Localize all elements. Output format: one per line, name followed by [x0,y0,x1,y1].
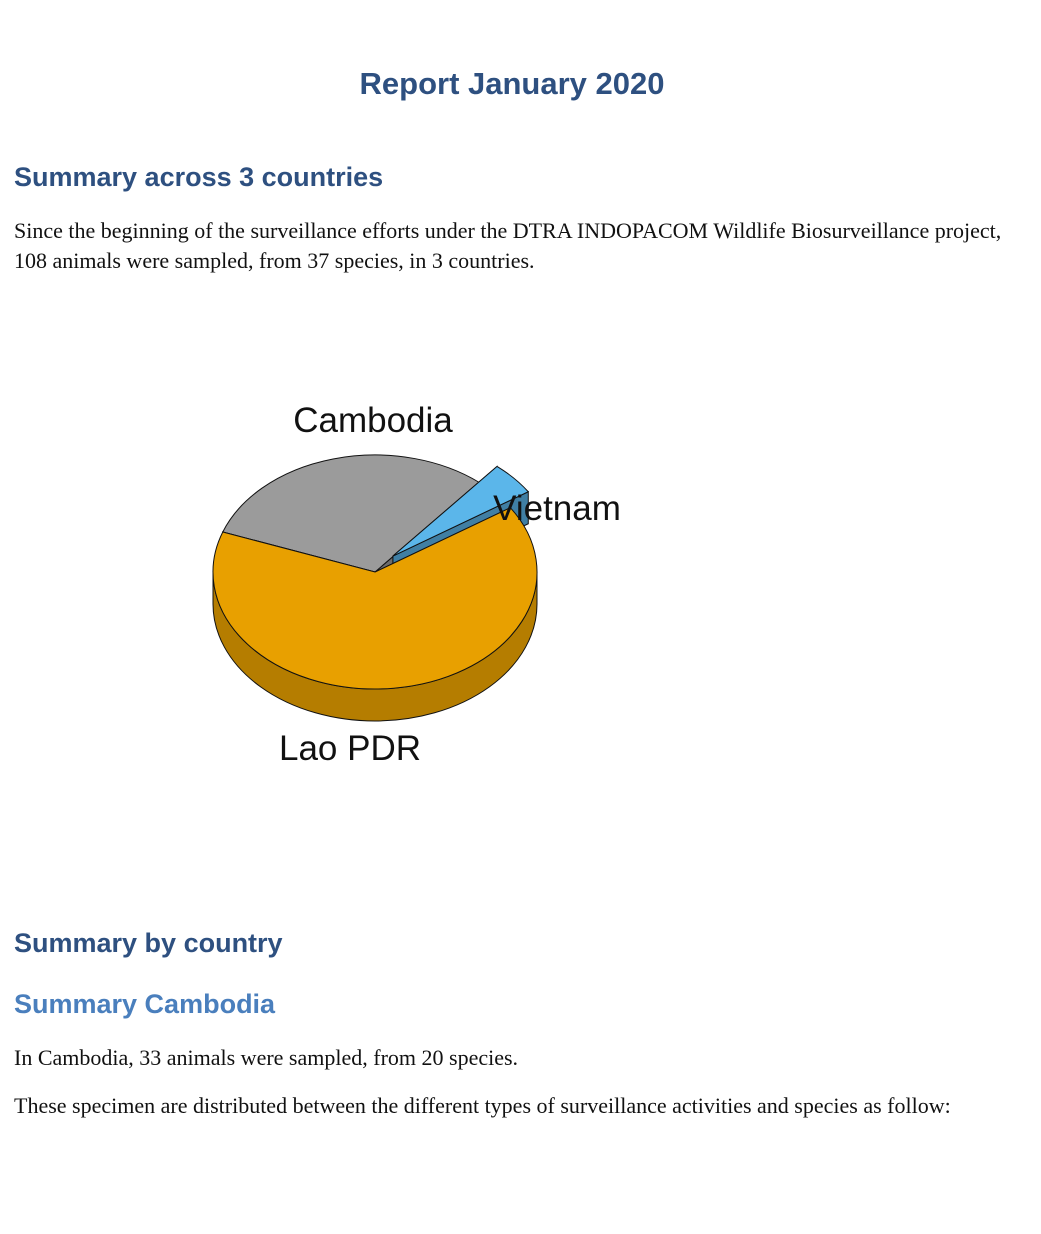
cambodia-distribution-text: These specimen are distributed between t… [14,1093,951,1118]
pie-slice-top-vietnam [392,465,530,557]
pie-slice-top-cambodia [222,454,480,573]
summary-by-country-heading: Summary by country [14,928,283,958]
pie-label-lao-pdr: Lao PDR [279,729,421,768]
pie-slice-lao-pdr [212,506,538,722]
summary-overall-text: Since the beginning of the surveillance … [14,218,1002,273]
pie-slice-top-lao-pdr [212,507,538,690]
pie-label-cambodia: Cambodia [293,401,453,440]
pie-label-vietnam: Vietnam [493,489,621,528]
pie-chart: Cambodia Vietnam Lao PDR [212,401,621,768]
summary-cambodia-heading: Summary Cambodia [14,989,276,1019]
summary-overall-heading: Summary across 3 countries [14,162,384,192]
page-title: Report January 2020 [359,66,665,101]
cambodia-summary-text: In Cambodia, 33 animals were sampled, fr… [14,1045,519,1070]
